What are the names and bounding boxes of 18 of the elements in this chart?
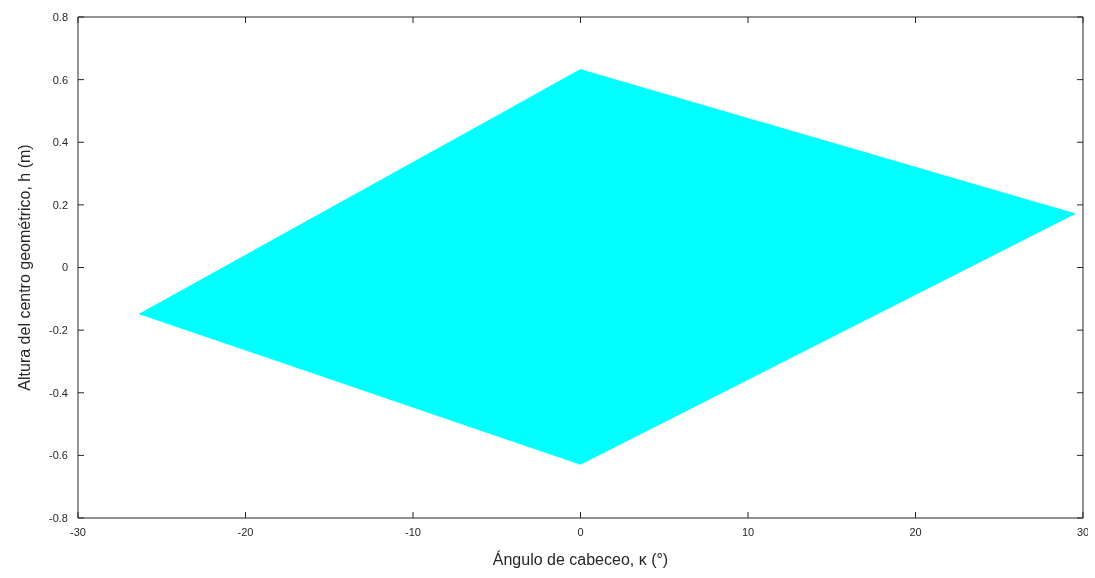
y-axis-title: Altura del centro geométrico, h (m) [15,144,33,391]
x-tick-label: 10 [741,525,755,538]
x-axis-title: Ángulo de cabeceo, κ (°) [492,550,669,569]
y-tick-label: -0.2 [49,324,68,337]
x-tick-label: -30 [70,525,86,538]
x-tick-label: 20 [909,525,922,538]
y-tick-label: 0 [61,261,68,274]
x-tick-label: -10 [405,525,421,538]
y-tick-label: -0.6 [49,449,68,462]
y-tick-label: 0.4 [52,136,68,149]
x-tick-label: 30 [1076,525,1090,538]
y-tick-label: 0.6 [52,73,68,86]
x-tick-label: 0 [577,525,584,538]
y-tick-label: 0.8 [52,10,68,23]
y-tick-label: -0.8 [49,511,68,524]
x-tick-label: -20 [237,525,254,538]
y-tick-label: 0.2 [52,198,68,211]
y-tick-label: -0.4 [49,386,68,399]
